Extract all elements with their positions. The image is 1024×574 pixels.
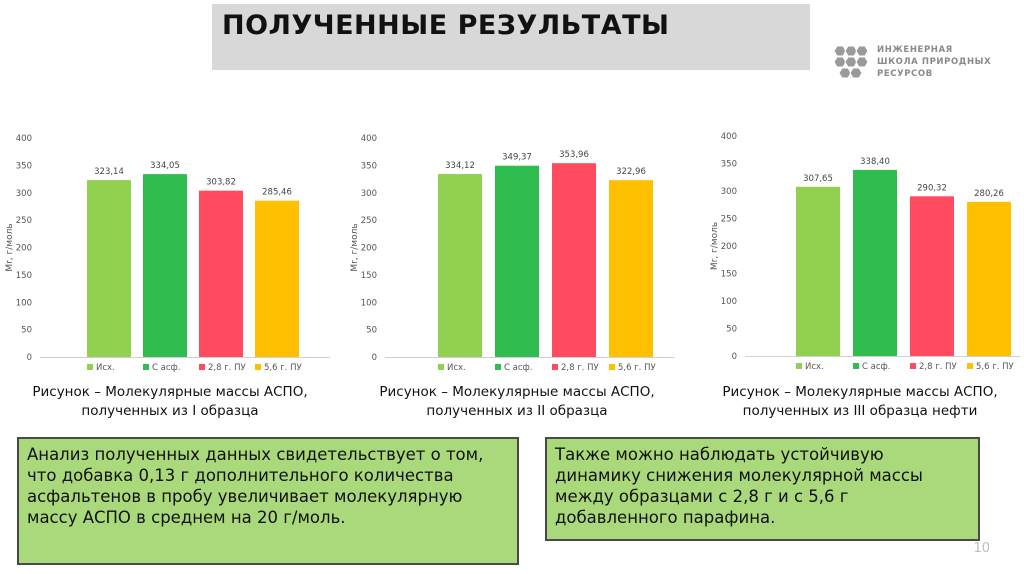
y-tick-label: 250 (16, 216, 32, 226)
data-label: 307,65 (803, 174, 833, 184)
bar (87, 180, 131, 357)
bar (438, 174, 482, 357)
bar (967, 201, 1011, 356)
y-tick-label: 350 (361, 161, 377, 171)
bar-chart-svg: 0 50 100 150 200 250 300 350 400 Mr, г/моль 334,12… (350, 134, 675, 373)
legend-swatch (495, 364, 501, 370)
legend-label: 5,6 г. ПУ (264, 363, 302, 373)
bar (609, 180, 653, 357)
bar (143, 174, 187, 357)
data-label: 280,26 (974, 189, 1004, 199)
chart-caption-3: Рисунок – Молекулярные массы АСПО, получ… (722, 384, 998, 419)
data-label: 334,12 (445, 161, 475, 171)
bar (495, 165, 539, 357)
data-label: 338,40 (860, 157, 890, 167)
bar (910, 196, 954, 356)
legend-swatch (910, 363, 916, 369)
legend-label: 5,6 г. ПУ (618, 363, 656, 373)
legend-swatch (609, 364, 615, 370)
legend-label: 2,8 г. ПУ (208, 363, 246, 373)
legend-swatch (143, 364, 149, 370)
y-tick-label: 0 (27, 353, 32, 363)
y-tick-label: 300 (721, 187, 737, 197)
y-tick-label: 400 (16, 134, 32, 144)
data-label: 322,96 (616, 167, 646, 177)
bar (796, 186, 840, 356)
y-tick-label: 350 (16, 161, 32, 171)
y-tick-label: 200 (16, 244, 32, 254)
data-label: 323,14 (94, 167, 124, 177)
legend-label: 2,8 г. ПУ (561, 363, 599, 373)
chart-sample-3: 0 50 100 150 200 250 300 350 400 Mr, г/моль 307,65… (705, 128, 1024, 378)
logo: ИНЖЕНЕРНАЯ ШКОЛА ПРИРОДНЫХ РЕСУРСОВ (833, 44, 993, 84)
y-tick-label: 200 (721, 242, 737, 252)
legend-swatch (87, 364, 93, 370)
legend-swatch (552, 364, 558, 370)
legend-swatch (967, 363, 973, 369)
y-tick-label: 150 (16, 271, 32, 281)
y-tick-label: 50 (21, 326, 32, 336)
legend-swatch (255, 364, 261, 370)
y-axis-label: Mr, г/моль (5, 223, 15, 271)
data-label: 334,05 (150, 161, 180, 171)
bar-chart-svg: 0 50 100 150 200 250 300 350 400 Mr, г/моль 323,14… (5, 134, 330, 373)
y-tick-label: 100 (16, 298, 32, 308)
page-title: ПОЛУЧЕННЫЕ РЕЗУЛЬТАТЫ (222, 10, 670, 41)
legend-label: С асф. (152, 363, 181, 373)
legend-label: Исх. (805, 362, 824, 372)
y-tick-label: 250 (361, 216, 377, 226)
y-tick-label: 50 (366, 326, 377, 336)
analysis-box: Анализ полученных данных свидетельствует… (17, 437, 519, 565)
y-tick-label: 150 (721, 270, 737, 280)
legend-label: С асф. (862, 362, 891, 372)
legend-label: 2,8 г. ПУ (919, 362, 957, 372)
title-bar (212, 4, 810, 70)
legend-swatch (853, 363, 859, 369)
chart-sample-1: 0 50 100 150 200 250 300 350 400 Mr, г/моль 323,14… (0, 128, 340, 378)
chart-sample-2: 0 50 100 150 200 250 300 350 400 Mr, г/моль 334,12… (345, 128, 685, 378)
y-tick-label: 300 (361, 189, 377, 199)
data-label: 285,46 (262, 188, 292, 198)
y-axis-label: Mr, г/моль (710, 222, 720, 270)
legend-label: Исх. (96, 363, 115, 373)
bar (853, 169, 897, 356)
data-label: 303,82 (206, 178, 236, 188)
bar-chart-svg: 0 50 100 150 200 250 300 350 400 Mr, г/моль 307,65… (710, 132, 1020, 372)
y-tick-label: 100 (361, 298, 377, 308)
bar (199, 190, 243, 357)
y-tick-label: 250 (721, 215, 737, 225)
y-tick-label: 400 (721, 132, 737, 142)
page-number: 10 (973, 541, 990, 556)
data-label: 353,96 (559, 150, 589, 160)
legend-label: С асф. (504, 363, 533, 373)
data-label: 349,37 (502, 153, 532, 163)
logo-line: ИНЖЕНЕРНАЯ (877, 45, 953, 55)
y-tick-label: 0 (372, 353, 377, 363)
y-tick-label: 400 (361, 134, 377, 144)
chart-caption-1: Рисунок – Молекулярные массы АСПО, получ… (32, 384, 308, 419)
legend-label: 5,6 г. ПУ (976, 362, 1014, 372)
y-tick-label: 150 (361, 271, 377, 281)
y-tick-label: 0 (732, 352, 737, 362)
y-tick-label: 350 (721, 160, 737, 170)
hexagon-logo-icon (833, 45, 869, 79)
trend-box: Также можно наблюдать устойчивую динамик… (545, 437, 980, 541)
logo-text: ИНЖЕНЕРНАЯ ШКОЛА ПРИРОДНЫХ РЕСУРСОВ (877, 44, 991, 80)
logo-line: РЕСУРСОВ (877, 69, 933, 79)
y-tick-label: 300 (16, 189, 32, 199)
legend-swatch (438, 364, 444, 370)
chart-caption-2: Рисунок – Молекулярные массы АСПО, получ… (379, 384, 655, 419)
bar (255, 200, 299, 357)
y-tick-label: 200 (361, 244, 377, 254)
y-axis-label: Mr, г/моль (350, 223, 360, 271)
y-tick-label: 50 (726, 325, 737, 335)
legend-swatch (199, 364, 205, 370)
data-label: 290,32 (917, 183, 947, 193)
y-tick-label: 100 (721, 297, 737, 307)
bar (552, 163, 596, 357)
logo-line: ШКОЛА ПРИРОДНЫХ (877, 57, 992, 67)
legend-swatch (796, 363, 802, 369)
legend-label: Исх. (447, 363, 466, 373)
